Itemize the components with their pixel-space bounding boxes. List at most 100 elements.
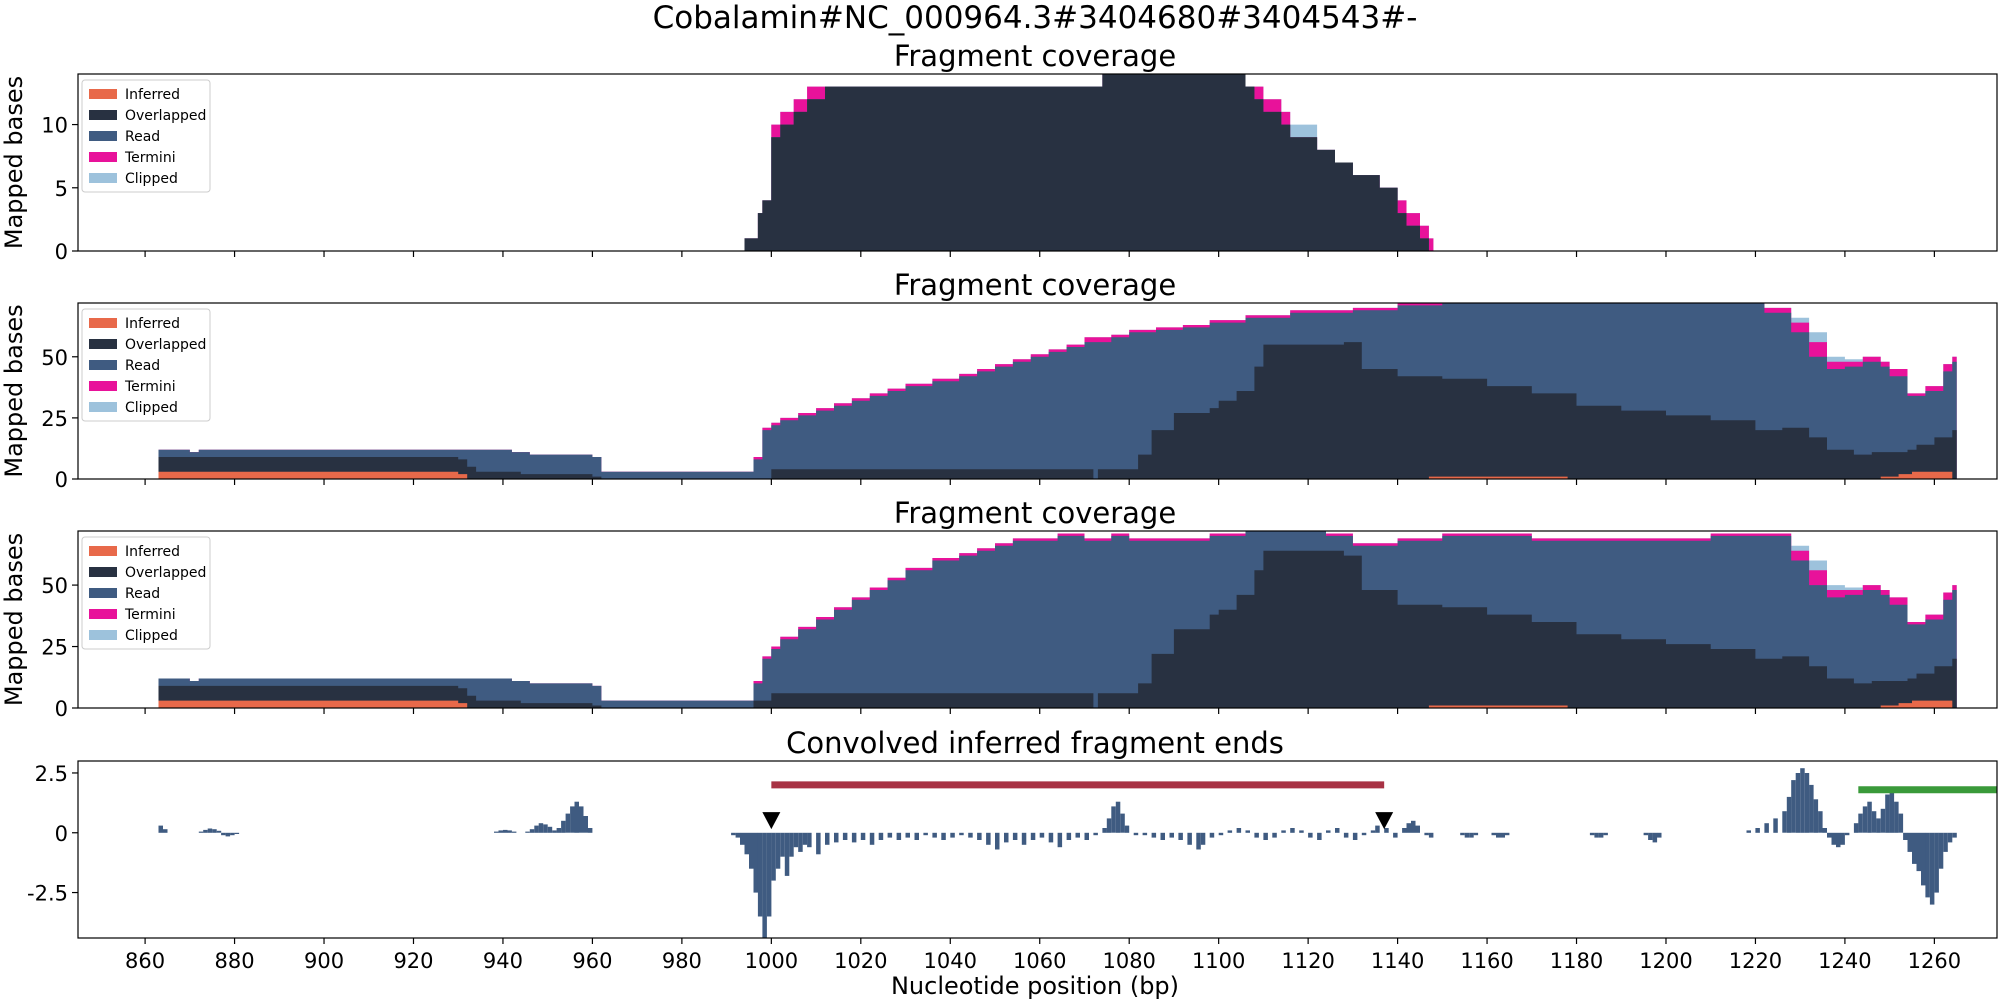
y-tick-label: 50: [41, 574, 68, 598]
conv-bar: [203, 829, 208, 833]
conv-bar: [1594, 832, 1599, 838]
legend-swatch-read: [89, 131, 117, 141]
conv-bar: [1317, 832, 1322, 840]
legend-label-termini: Termini: [124, 379, 176, 395]
conv-bar: [583, 816, 588, 833]
conv-bar: [1952, 832, 1957, 838]
conv-bar: [1066, 832, 1072, 840]
series-overlapped-1: [744, 74, 1434, 251]
conv-bar: [950, 832, 955, 838]
conv-bar: [1335, 828, 1340, 833]
x-tick-label: 1080: [1102, 949, 1155, 973]
conv-bar: [1075, 832, 1080, 838]
conv-bar: [1598, 832, 1604, 838]
conv-bar: [798, 832, 803, 852]
conv-bar: [1804, 773, 1810, 833]
legend-label-overlapped: Overlapped: [125, 108, 206, 124]
x-tick-label: 1160: [1460, 949, 1513, 973]
conv-bar: [158, 825, 163, 833]
conv-bar: [1496, 832, 1501, 838]
legend-label-clipped: Clipped: [125, 400, 178, 416]
legend-label-overlapped: Overlapped: [125, 565, 206, 581]
conv-bar: [1836, 832, 1841, 848]
legend-label-read: Read: [125, 358, 160, 374]
legend-label-inferred: Inferred: [125, 316, 180, 332]
y-tick-label: -2.5: [27, 882, 68, 906]
conv-bar: [1782, 811, 1787, 833]
conv-bar: [1938, 832, 1944, 869]
conv-bar: [503, 829, 508, 833]
conv-bar: [1876, 818, 1881, 833]
conv-bar: [1142, 832, 1148, 836]
x-tick-label: 1020: [834, 949, 887, 973]
conv-bar: [1657, 832, 1662, 838]
legend-swatch-clipped: [89, 402, 117, 412]
conv-bar: [757, 832, 763, 917]
conv-bar: [977, 832, 982, 840]
x-axis-label: Nucleotide position (bp): [891, 972, 1179, 1000]
conv-bar: [1894, 801, 1899, 833]
conv-bar: [1500, 832, 1505, 838]
x-tick-label: 880: [215, 949, 255, 973]
conv-bar: [766, 832, 772, 917]
conv-bar: [735, 832, 741, 838]
conv-bar: [1643, 832, 1649, 836]
conv-bar: [1384, 828, 1389, 833]
conv-bar: [1898, 813, 1904, 833]
conv-bar: [1343, 832, 1349, 838]
legend-swatch-termini: [89, 381, 117, 391]
conv-bar: [784, 832, 790, 876]
conv-bar: [1236, 828, 1242, 833]
conv-bar: [1903, 832, 1908, 840]
conv-bar: [851, 832, 857, 843]
conv-bar: [1196, 832, 1201, 850]
conv-bar: [1254, 832, 1259, 838]
legend-label-clipped: Clipped: [125, 171, 178, 187]
conv-bar: [234, 832, 240, 834]
conv-bar: [543, 824, 548, 833]
conv-bar: [1885, 794, 1890, 833]
conv-bar: [1603, 832, 1608, 836]
conv-bar: [834, 832, 839, 843]
conv-bar: [556, 828, 562, 833]
conv-bar: [579, 806, 584, 833]
conv-bar: [1048, 832, 1054, 843]
conv-bar: [525, 831, 530, 833]
series-overlapped-3: [158, 550, 1957, 708]
x-tick-label: 1200: [1639, 949, 1692, 973]
conv-bar: [1124, 825, 1130, 833]
conv-bar: [1120, 813, 1125, 833]
legend-1: [81, 79, 211, 193]
x-tick-label: 1240: [1818, 949, 1871, 973]
conv-bar: [1178, 832, 1183, 840]
series-overlapped-2: [158, 342, 1957, 479]
figure-suptitle: Cobalamin#NC_000964.3#3404680#3404543#-: [653, 0, 1418, 36]
marker-triangle-2: [1375, 812, 1394, 830]
conv-bar: [1491, 832, 1496, 836]
conv-bar: [1764, 823, 1769, 833]
conv-bar: [1853, 823, 1859, 833]
x-tick-label: 1100: [1192, 949, 1245, 973]
conv-bar: [507, 830, 512, 833]
conv-bar: [1589, 832, 1595, 836]
conv-bar: [511, 831, 517, 833]
conv-bar: [1795, 773, 1801, 833]
conv-bar: [1822, 828, 1827, 833]
conv-bar: [1916, 832, 1921, 872]
conv-bar: [775, 832, 781, 869]
conv-bar: [780, 832, 785, 857]
conv-bar: [1818, 811, 1823, 833]
conv-bar: [941, 832, 946, 840]
conv-bar: [1187, 832, 1192, 845]
conv-bar: [789, 832, 794, 857]
conv-bar: [731, 832, 736, 836]
y-tick-label: 0: [55, 822, 68, 846]
conv-bar: [842, 832, 848, 840]
legend-swatch-read: [89, 360, 117, 370]
conv-bar: [802, 832, 808, 845]
x-tick-label: 1000: [745, 949, 798, 973]
series-inferred-3: [158, 700, 1957, 708]
conv-bar: [753, 832, 758, 893]
conv-bar: [1871, 811, 1877, 833]
